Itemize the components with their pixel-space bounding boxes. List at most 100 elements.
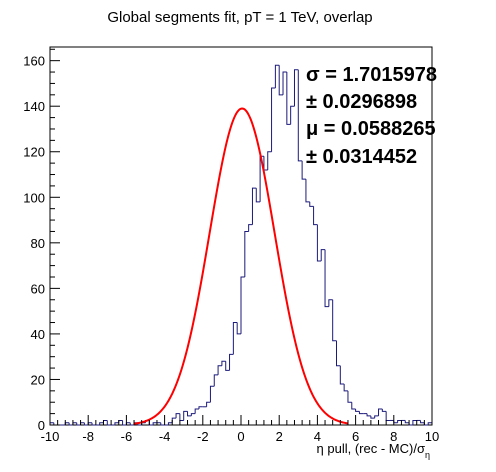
histogram-bin — [366, 413, 371, 417]
histogram-bin — [336, 340, 341, 367]
histogram-bin — [305, 179, 310, 203]
x-axis-title-main: η pull, (rec - MC)/σ — [317, 441, 425, 456]
histogram-bin — [427, 422, 432, 425]
histogram-bin — [374, 415, 379, 419]
x-tick-label: -8 — [82, 429, 94, 444]
y-axis: 0 20 40 60 80 100 120 140 160 — [23, 48, 60, 433]
stat-sigma-error-symbol: ± — [306, 91, 317, 113]
histogram-bin — [397, 419, 402, 423]
histogram-bin — [282, 71, 287, 95]
histogram-bin — [355, 409, 360, 412]
histogram-bin — [240, 276, 245, 334]
histogram-bin — [378, 408, 383, 416]
histogram-bin — [83, 422, 89, 426]
histogram-bin — [213, 374, 219, 387]
histogram-bin — [404, 420, 410, 424]
x-tick-label: -2 — [197, 429, 209, 444]
histogram-bin — [225, 361, 230, 371]
histogram-bin — [91, 422, 96, 426]
gaussian-fit — [133, 107, 349, 425]
x-tick-label: -4 — [159, 429, 171, 444]
histogram-bin — [381, 409, 387, 412]
histogram-bin — [190, 413, 196, 416]
histogram-bin — [167, 422, 173, 425]
histogram-bin — [320, 249, 326, 262]
histogram-bin — [129, 422, 135, 426]
stat-sigma-error: ± 0.0296898 — [306, 91, 417, 113]
histogram-bin — [187, 411, 192, 417]
histogram-bin — [358, 411, 364, 415]
histogram-bin — [217, 365, 222, 375]
histogram-bin — [286, 72, 291, 125]
y-tick-label: 20 — [31, 372, 45, 387]
histogram-bin — [313, 206, 318, 226]
histogram-bin — [420, 420, 425, 424]
histogram-bin — [232, 322, 238, 355]
histogram-bin — [175, 413, 180, 419]
histogram-bin — [339, 365, 345, 385]
y-tick-label: 60 — [31, 281, 45, 296]
histogram-bin — [278, 65, 284, 96]
histogram-bin — [347, 390, 352, 403]
histogram-bin — [297, 69, 303, 162]
histogram-bin — [351, 402, 356, 410]
plot-frame — [49, 46, 433, 426]
chart-title: Global segments fit, pT = 1 TeV, overlap — [107, 9, 372, 26]
histogram-bin — [332, 299, 337, 342]
histogram-bin — [194, 408, 199, 414]
y-tick-label: 0 — [38, 418, 45, 433]
histogram-bin — [248, 224, 253, 232]
stat-sigma: σ = 1.7015978 — [306, 64, 437, 86]
stat-mean-error-value: 0.0314452 — [317, 146, 417, 168]
fit-stats: σ = 1.7015978 ± 0.0296898 μ = 0.0588265 … — [306, 64, 437, 168]
stat-mean-value: = 0.0588265 — [318, 118, 435, 140]
histogram-bin — [122, 420, 127, 426]
stat-sigma-value: = 1.7015978 — [320, 64, 437, 86]
fit-curve — [133, 107, 349, 425]
histogram-bin — [183, 410, 188, 421]
histogram-bin — [229, 353, 234, 371]
histogram-bin — [198, 406, 203, 410]
x-axis-title-subscript: η — [425, 450, 430, 460]
x-tick-label: 0 — [237, 429, 244, 444]
histogram-bin — [76, 422, 81, 426]
x-axis-title: η pull, (rec - MC)/ση — [317, 441, 430, 460]
histogram-bin — [267, 151, 272, 170]
x-tick-label: 10 — [425, 429, 439, 444]
histogram-bin — [370, 415, 375, 419]
histogram-bin — [328, 299, 333, 307]
stat-mean-error: ± 0.0314452 — [306, 146, 417, 168]
y-tick-label: 40 — [31, 327, 45, 342]
histogram-bin — [293, 69, 299, 107]
histogram-bin — [301, 160, 306, 180]
x-tick-label: 4 — [314, 429, 321, 444]
stat-sigma-symbol: σ — [306, 64, 320, 86]
stat-mean-error-symbol: ± — [306, 146, 317, 168]
y-tick-label: 140 — [23, 99, 45, 114]
histogram-bin — [152, 422, 157, 425]
stat-mean: μ = 0.0588265 — [306, 118, 436, 140]
stat-mean-symbol: μ — [306, 118, 318, 140]
histogram-bin — [274, 64, 280, 88]
histogram-bin — [290, 105, 295, 125]
x-tick-label: 6 — [352, 429, 359, 444]
x-tick-label: 2 — [276, 429, 283, 444]
histogram-bin — [114, 422, 119, 425]
y-tick-label: 160 — [23, 54, 45, 69]
histogram-bin — [160, 422, 165, 426]
y-tick-label: 120 — [23, 145, 45, 160]
histogram-bin — [343, 384, 348, 392]
x-axis: -10 -8 -6 -4 -2 0 2 4 6 8 10 — [41, 415, 439, 444]
x-tick-label: 8 — [390, 429, 397, 444]
histogram-bin — [244, 230, 249, 277]
histogram-bin — [236, 322, 241, 335]
x-tick-label: -10 — [41, 429, 60, 444]
y-tick-label: 100 — [23, 190, 45, 205]
histogram-bin — [209, 385, 215, 403]
y-tick-label: 80 — [31, 236, 45, 251]
histogram-bin — [106, 420, 112, 426]
histogram-bin — [255, 188, 261, 203]
histogram-bin — [412, 419, 417, 425]
histogram-bin — [99, 422, 104, 425]
